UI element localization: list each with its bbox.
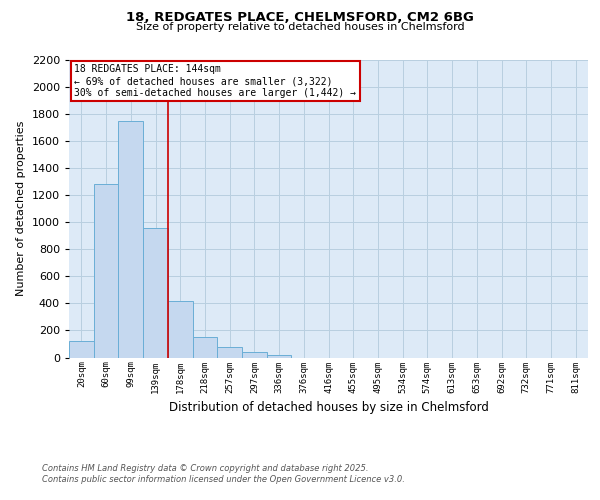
- Text: Contains public sector information licensed under the Open Government Licence v3: Contains public sector information licen…: [42, 475, 405, 484]
- Bar: [267, 355, 292, 358]
- Text: 18 REDGATES PLACE: 144sqm
← 69% of detached houses are smaller (3,322)
30% of se: 18 REDGATES PLACE: 144sqm ← 69% of detac…: [74, 64, 356, 98]
- Text: 18, REDGATES PLACE, CHELMSFORD, CM2 6BG: 18, REDGATES PLACE, CHELMSFORD, CM2 6BG: [126, 11, 474, 24]
- X-axis label: Distribution of detached houses by size in Chelmsford: Distribution of detached houses by size …: [169, 401, 488, 414]
- Text: Size of property relative to detached houses in Chelmsford: Size of property relative to detached ho…: [136, 22, 464, 32]
- Bar: [217, 348, 242, 358]
- Bar: [118, 121, 143, 358]
- Bar: [193, 337, 217, 357]
- Bar: [69, 342, 94, 357]
- Bar: [242, 352, 267, 358]
- Bar: [168, 300, 193, 358]
- Y-axis label: Number of detached properties: Number of detached properties: [16, 121, 26, 296]
- Text: Contains HM Land Registry data © Crown copyright and database right 2025.: Contains HM Land Registry data © Crown c…: [42, 464, 368, 473]
- Bar: [143, 228, 168, 358]
- Bar: [94, 184, 118, 358]
